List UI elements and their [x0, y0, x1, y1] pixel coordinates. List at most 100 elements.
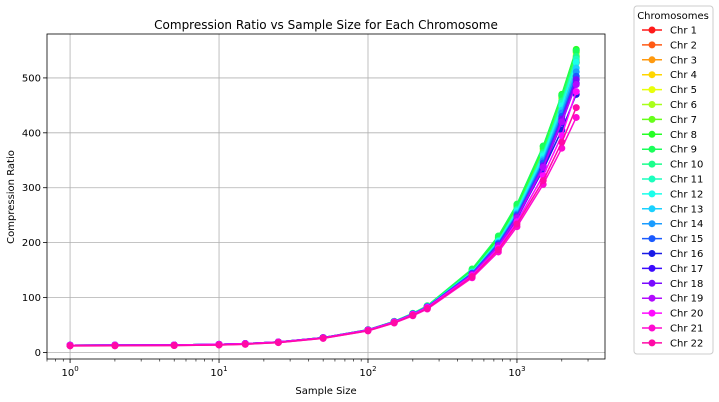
legend-label: Chr 22 [670, 338, 703, 349]
legend-entry: Chr 4 [642, 70, 697, 81]
legend-marker [648, 339, 656, 347]
series-line [70, 57, 577, 347]
data-point [468, 273, 476, 281]
legend-entry: Chr 9 [642, 145, 697, 156]
legend-label: Chr 7 [670, 115, 697, 126]
legend-entry: Chr 13 [642, 204, 703, 215]
series-line [70, 94, 577, 347]
legend-entry: Chr 8 [642, 130, 697, 141]
data-point [170, 341, 178, 349]
x-tick-label: 101 [210, 365, 227, 379]
legend-label: Chr 17 [670, 264, 703, 275]
series-line [70, 71, 577, 347]
x-axis-label: Sample Size [295, 386, 356, 397]
legend-label: Chr 18 [670, 279, 703, 290]
legend-entry: Chr 7 [642, 115, 697, 126]
series-chr-19 [66, 81, 580, 349]
data-point [572, 59, 580, 67]
data-point [66, 342, 74, 350]
y-tick-label: 200 [22, 238, 41, 249]
data-point [494, 246, 502, 254]
legend-label: Chr 13 [670, 204, 703, 215]
legend-label: Chr 6 [670, 100, 697, 111]
data-point [319, 334, 327, 342]
legend-items: Chr 1 Chr 2 Chr 3 Chr 4 Chr 5 Chr 6 Chr 7 Chr 8… [642, 26, 703, 349]
series-chr-9 [66, 47, 580, 349]
legend-label: Chr 9 [670, 145, 697, 156]
series-line [70, 83, 577, 347]
series-chr-14 [66, 68, 580, 349]
legend-label: Chr 3 [670, 55, 697, 66]
series-chr-20 [66, 88, 580, 349]
y-tick-label: 100 [22, 293, 41, 304]
legend-marker [648, 86, 656, 94]
legend-label: Chr 5 [670, 85, 697, 96]
series-chr-11 [66, 55, 580, 349]
series-line [70, 79, 577, 347]
series-chr-15 [66, 72, 580, 349]
series-line [70, 50, 577, 347]
legend-entry: Chr 18 [642, 279, 703, 290]
data-point [572, 88, 580, 96]
legend-entry: Chr 14 [642, 219, 703, 230]
legend-marker [648, 220, 656, 228]
legend-marker [648, 309, 656, 317]
series-line [70, 62, 577, 347]
legend-entry: Chr 10 [642, 160, 703, 171]
legend-label: Chr 8 [670, 130, 697, 141]
legend-label: Chr 1 [670, 26, 697, 37]
legend-label: Chr 10 [670, 160, 703, 171]
legend-entry: Chr 11 [642, 175, 703, 186]
series-chr-13 [66, 64, 580, 349]
series-line [70, 91, 577, 347]
legend-marker [648, 279, 656, 287]
series-chr-7 [66, 46, 580, 349]
legend-marker [648, 101, 656, 108]
legend-marker [648, 145, 656, 153]
legend-label: Chr 14 [670, 219, 703, 230]
legend-entry: Chr 5 [642, 85, 697, 96]
legend-marker [648, 115, 656, 123]
legend-entry: Chr 3 [642, 55, 697, 66]
data-point [572, 81, 580, 89]
data-point [390, 319, 398, 327]
x-tick-label: 103 [508, 365, 525, 379]
legend-marker [648, 190, 656, 198]
legend-title: Chromosomes [637, 11, 709, 22]
legend-marker [648, 26, 656, 34]
y-tick-label: 400 [22, 128, 41, 139]
x-tick-label: 100 [61, 365, 78, 379]
y-tick-label: 0 [35, 348, 41, 359]
series-chr-16 [66, 90, 580, 349]
plot-area-frame [46, 33, 606, 360]
data-point [572, 47, 580, 55]
series-line [70, 59, 577, 347]
data-point [215, 341, 223, 349]
series-line [70, 60, 577, 347]
legend-marker [648, 56, 656, 64]
data-point [572, 113, 580, 121]
data-point [111, 342, 119, 350]
data-point [558, 138, 566, 146]
data-point [539, 177, 547, 185]
series-line [70, 67, 577, 347]
series-line [70, 62, 577, 347]
series-line [70, 56, 577, 347]
legend-entry: Chr 16 [642, 249, 703, 260]
grid [47, 34, 605, 359]
legend-marker [648, 324, 656, 332]
legend-label: Chr 19 [670, 294, 703, 305]
data-point [364, 327, 372, 335]
series-chr-8 [66, 45, 580, 349]
legend-label: Chr 16 [670, 249, 703, 260]
legend-marker [648, 235, 656, 243]
legend-label: Chr 21 [670, 324, 703, 335]
legend-marker [648, 205, 656, 213]
legend-entry: Chr 2 [642, 40, 697, 51]
legend-label: Chr 11 [670, 175, 703, 186]
legend-marker [648, 294, 656, 302]
series-chr-12 [66, 59, 580, 349]
series-chr-2 [66, 59, 580, 349]
legend-entry: Chr 19 [642, 294, 703, 305]
series-line [70, 76, 577, 347]
